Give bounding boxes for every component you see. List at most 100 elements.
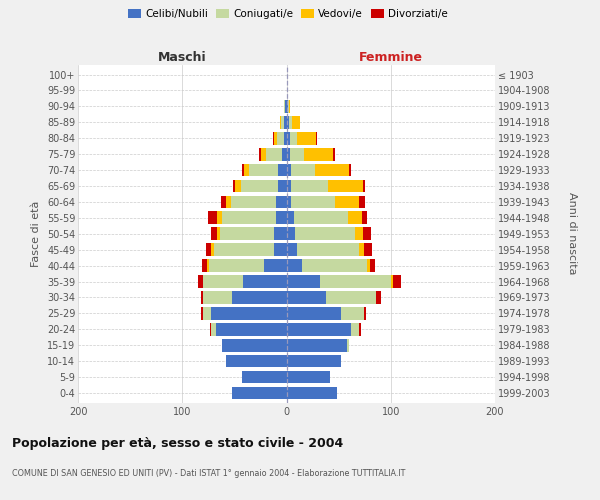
Bar [294,212,348,224]
Bar [242,370,287,384]
Bar [233,180,235,192]
Bar [362,180,365,192]
Bar [302,259,367,272]
Bar [287,244,297,256]
Bar [274,228,287,240]
Bar [221,196,226,208]
Bar [367,259,370,272]
Bar [287,354,341,368]
Bar [289,100,290,113]
Text: Popolazione per età, sesso e stato civile - 2004: Popolazione per età, sesso e stato civil… [12,438,343,450]
Bar [290,164,314,176]
Bar [287,196,290,208]
Bar [274,244,287,256]
Bar [278,164,287,176]
Bar [351,323,359,336]
Bar [304,148,334,160]
Bar [290,132,297,144]
Bar [359,196,365,208]
Bar [235,180,241,192]
Bar [286,100,287,113]
Bar [259,148,262,160]
Bar [292,116,300,128]
Bar [334,148,335,160]
Bar [198,275,203,288]
Bar [273,132,274,144]
Bar [202,259,207,272]
Bar [284,116,287,128]
Bar [263,259,287,272]
Bar [284,132,287,144]
Bar [370,259,375,272]
Bar [209,259,263,272]
Bar [203,275,243,288]
Bar [226,196,231,208]
Bar [320,275,391,288]
Bar [232,386,287,400]
Bar [217,212,222,224]
Text: COMUNE DI SAN GENESIO ED UNITI (PV) - Dati ISTAT 1° gennaio 2004 - Elaborazione : COMUNE DI SAN GENESIO ED UNITI (PV) - Da… [12,469,406,478]
Bar [348,212,362,224]
Bar [349,164,351,176]
Bar [341,307,364,320]
Bar [287,148,290,160]
Bar [283,148,287,160]
Bar [287,339,347,351]
Bar [287,307,341,320]
Bar [393,275,401,288]
Bar [242,164,244,176]
Bar [284,100,286,113]
Bar [335,196,359,208]
Bar [362,228,371,240]
Bar [287,212,294,224]
Bar [290,148,304,160]
Bar [287,259,302,272]
Legend: Celibi/Nubili, Coniugati/e, Vedovi/e, Divorziati/e: Celibi/Nubili, Coniugati/e, Vedovi/e, Di… [124,5,452,24]
Bar [220,228,274,240]
Bar [203,307,211,320]
Bar [287,116,289,128]
Bar [355,228,362,240]
Bar [217,228,220,240]
Bar [295,228,355,240]
Bar [328,180,362,192]
Y-axis label: Anni di nascita: Anni di nascita [567,192,577,275]
Bar [391,275,393,288]
Bar [214,244,274,256]
Bar [280,116,281,128]
Bar [281,116,284,128]
Bar [287,132,290,144]
Bar [222,212,276,224]
Bar [290,196,335,208]
Bar [222,339,287,351]
Bar [211,228,217,240]
Bar [249,164,278,176]
Bar [287,275,320,288]
Bar [376,291,382,304]
Bar [232,291,287,304]
Bar [277,132,284,144]
Bar [207,259,209,272]
Bar [244,164,249,176]
Bar [364,244,372,256]
Bar [287,386,337,400]
Bar [297,244,359,256]
Bar [287,323,351,336]
Bar [287,164,290,176]
Y-axis label: Fasce di età: Fasce di età [31,200,41,267]
Bar [206,244,211,256]
Bar [287,291,326,304]
Bar [274,132,277,144]
Bar [316,132,317,144]
Bar [287,100,289,113]
Bar [297,132,316,144]
Bar [215,323,287,336]
Bar [287,180,290,192]
Bar [276,212,287,224]
Bar [287,228,295,240]
Bar [208,212,217,224]
Bar [243,275,287,288]
Bar [211,307,287,320]
Bar [278,180,287,192]
Text: Maschi: Maschi [158,51,206,64]
